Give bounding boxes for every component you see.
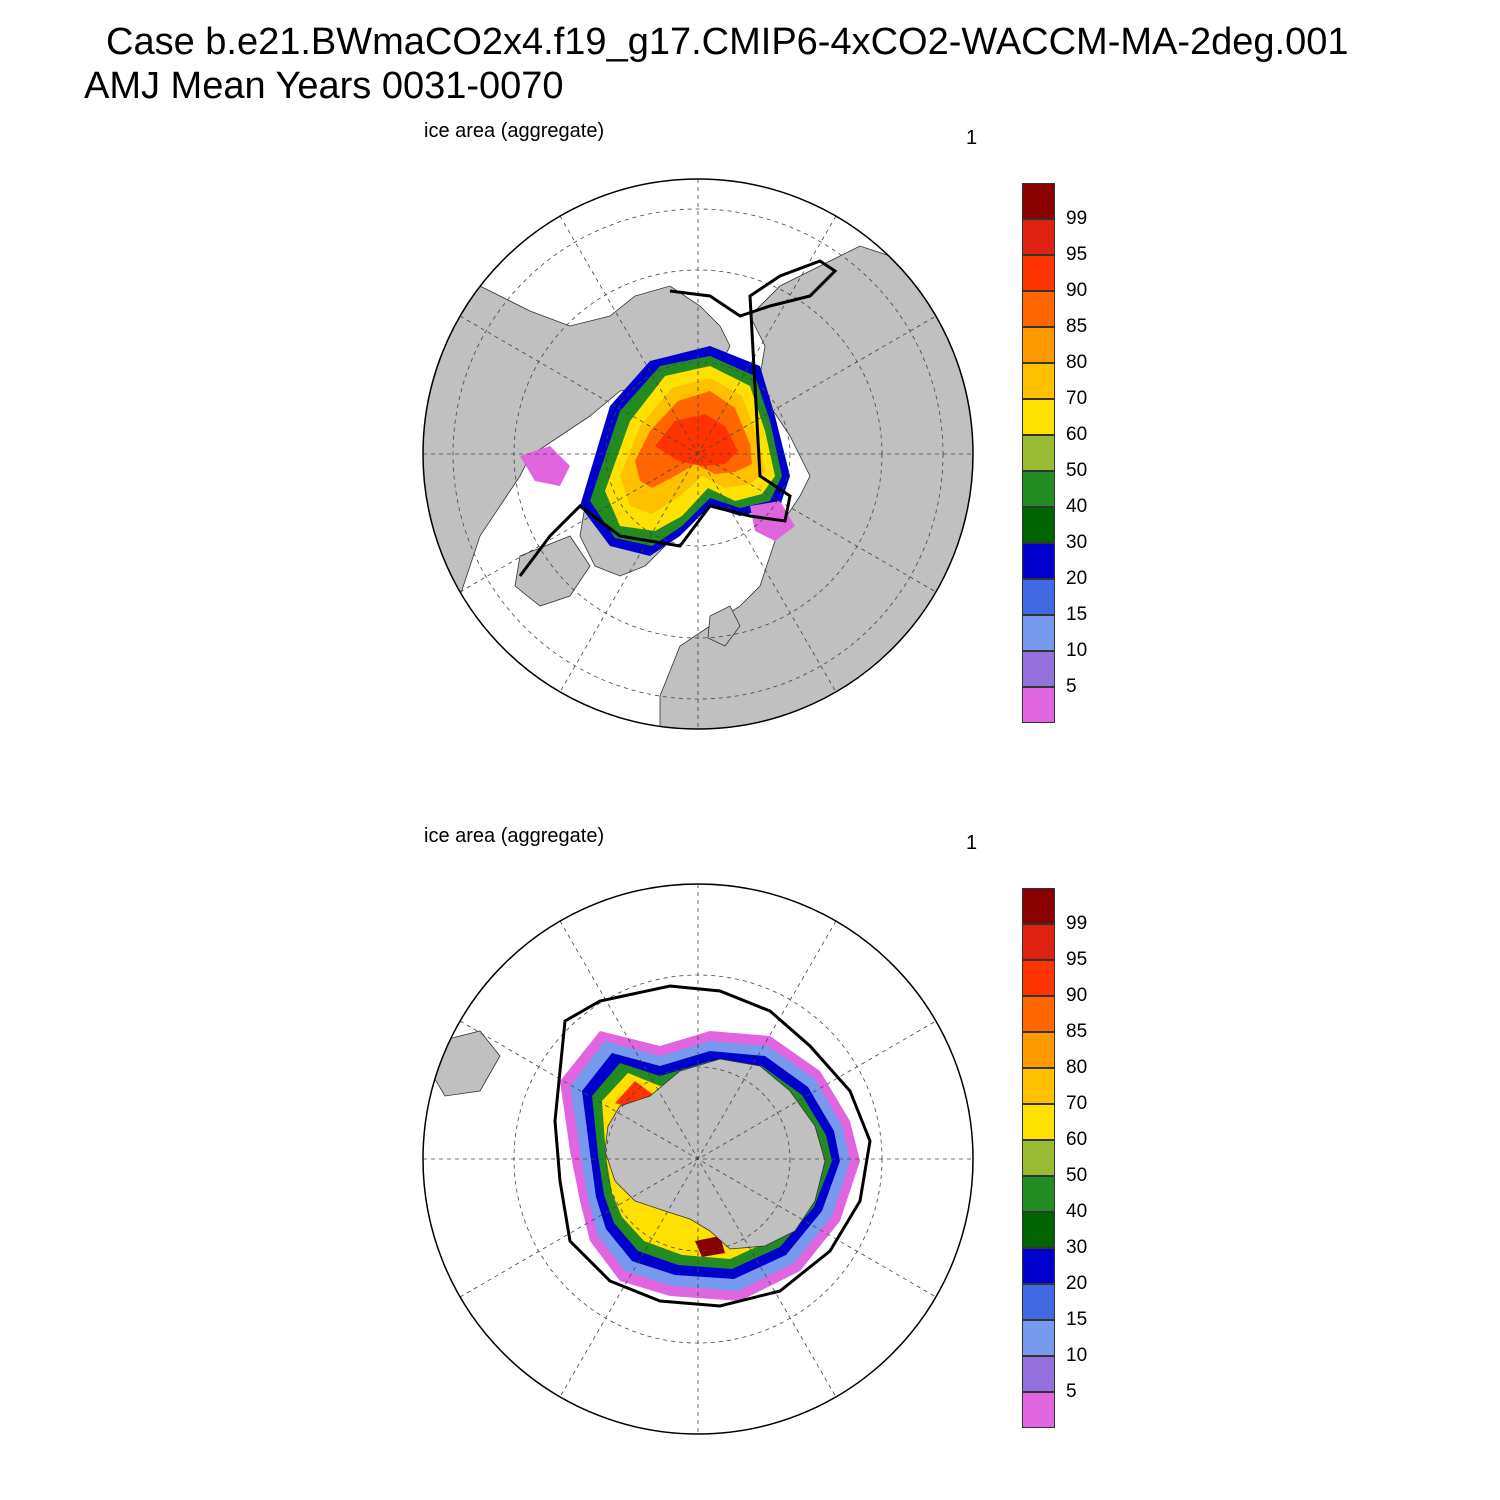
colorbar-label: 95 [1066, 244, 1088, 265]
north-ice-field [520, 346, 795, 556]
colorbar-swatch [1022, 543, 1055, 579]
figure-title-case: Case b.e21.BWmaCO2x4.f19_g17.CMIP6-4xCO2… [106, 21, 1349, 63]
colorbar-swatch [1022, 1212, 1055, 1248]
colorbar-swatch [1022, 996, 1055, 1032]
colorbar-swatch [1022, 1068, 1055, 1104]
north-graticule [423, 179, 973, 729]
colorbar-swatch [1022, 399, 1055, 435]
colorbar-label: 40 [1066, 1201, 1088, 1222]
colorbar-label: 70 [1066, 1093, 1088, 1114]
colorbar-swatch [1022, 960, 1055, 996]
colorbar-label: 15 [1066, 1309, 1088, 1330]
colorbar-swatch [1022, 888, 1055, 924]
south-graticule [423, 884, 973, 1434]
colorbar-label: 20 [1066, 1273, 1088, 1294]
colorbar-swatch [1022, 255, 1055, 291]
colorbar-label: 85 [1066, 1021, 1088, 1042]
colorbar-swatch [1022, 219, 1055, 255]
colorbar-label: 90 [1066, 985, 1088, 1006]
colorbar-swatch [1022, 1392, 1055, 1428]
south-panel-title: ice area (aggregate) [424, 825, 605, 847]
colorbar-label: 15 [1066, 604, 1088, 625]
north-ice-edge-line [518, 259, 838, 577]
colorbar-swatch [1022, 507, 1055, 543]
colorbar-swatch [1022, 615, 1055, 651]
colorbar-label: 30 [1066, 1237, 1088, 1258]
colorbar-label: 20 [1066, 568, 1088, 589]
colorbar-label: 5 [1066, 1381, 1077, 1402]
north-panel: ice area (aggregate) 1 [0, 0, 1500, 730]
colorbar-swatch [1022, 1248, 1055, 1284]
colorbar-swatch [1022, 1032, 1055, 1068]
colorbar-swatch [1022, 687, 1055, 723]
colorbar-label: 60 [1066, 1129, 1088, 1150]
colorbar-swatch [1022, 1104, 1055, 1140]
colorbar-label: 90 [1066, 280, 1088, 301]
colorbar-label: 70 [1066, 388, 1088, 409]
north-polar-map [422, 178, 974, 730]
colorbar-swatch [1022, 579, 1055, 615]
south-polar-map [422, 883, 974, 1435]
colorbar-swatch [1022, 1356, 1055, 1392]
south-ice-edge-line [553, 984, 872, 1308]
colorbar-swatch [1022, 1320, 1055, 1356]
north-panel-number: 1 [966, 127, 978, 149]
south-land-antarctica [604, 1058, 826, 1250]
colorbar-label: 10 [1066, 640, 1088, 661]
south-panel: ice area (aggregate) 1 [0, 705, 1500, 1435]
colorbar-swatch [1022, 651, 1055, 687]
colorbar-label: 85 [1066, 316, 1088, 337]
colorbar-swatch [1022, 183, 1055, 219]
colorbar-swatch [1022, 1140, 1055, 1176]
south-panel-number: 1 [966, 832, 978, 854]
colorbar-swatch [1022, 924, 1055, 960]
colorbar-swatch [1022, 435, 1055, 471]
colorbar-swatch [1022, 471, 1055, 507]
colorbar-label: 50 [1066, 460, 1088, 481]
colorbar-label: 30 [1066, 532, 1088, 553]
colorbar-swatch [1022, 291, 1055, 327]
figure-title-season: AMJ Mean Years 0031-0070 [84, 65, 564, 107]
colorbar-swatch [1022, 327, 1055, 363]
colorbar-label: 5 [1066, 676, 1077, 697]
colorbar-swatch [1022, 363, 1055, 399]
colorbar-swatch [1022, 1284, 1055, 1320]
colorbar-label: 50 [1066, 1165, 1088, 1186]
colorbar-label: 10 [1066, 1345, 1088, 1366]
colorbar-label: 80 [1066, 1057, 1088, 1078]
colorbar-label: 99 [1066, 913, 1088, 934]
colorbar-label: 95 [1066, 949, 1088, 970]
colorbar-label: 80 [1066, 352, 1088, 373]
colorbar-swatch [1022, 1176, 1055, 1212]
south-colorbar: 5 10 15 20 30 40 50 60 70 80 85 90 95 99 [1022, 888, 1142, 1433]
colorbar-label: 99 [1066, 208, 1088, 229]
colorbar-label: 40 [1066, 496, 1088, 517]
colorbar-label: 60 [1066, 424, 1088, 445]
north-colorbar: 5 10 15 20 30 40 50 60 70 80 85 90 95 99 [1022, 183, 1142, 728]
north-panel-title: ice area (aggregate) [424, 120, 605, 142]
